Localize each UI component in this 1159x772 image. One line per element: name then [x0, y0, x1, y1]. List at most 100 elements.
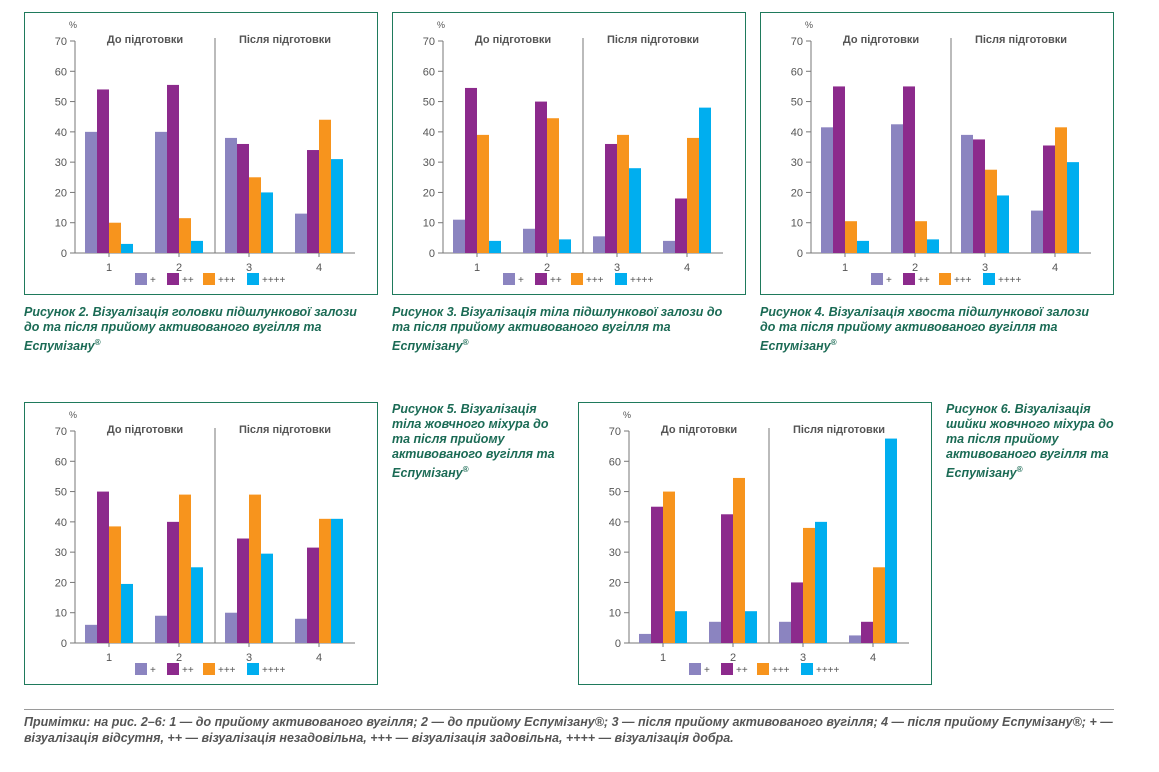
figure-2-panel: % 0 10 20 30 40 50 60 70 До підготовки Після підго…	[24, 12, 378, 295]
y-tick-label: 0	[615, 638, 621, 650]
y-tick-label: 70	[55, 426, 67, 438]
notes-label: Примітки:	[24, 715, 91, 729]
bar-4-series-1	[849, 635, 861, 643]
bar-2-series-1	[155, 615, 167, 643]
legend-label: +++	[772, 665, 790, 676]
bar-2-series-1	[891, 124, 903, 254]
x-tick-label: 4	[316, 262, 322, 274]
bar-3-series-4	[629, 168, 641, 253]
legend-label: +	[150, 665, 156, 676]
bar-4-series-4	[331, 518, 343, 643]
figure-4-chart: % 0 10 20 30 40 50 60 70 До підготовки Після підго…	[791, 20, 1091, 286]
y-tick-label: 0	[61, 638, 67, 650]
caption-reg: ®	[94, 338, 101, 347]
section-label-after: Після підготовки	[975, 34, 1067, 46]
caption-text: Візуалізація хвоста підшлункової залози …	[760, 305, 1089, 354]
legend-swatch	[135, 273, 147, 285]
bar-3-series-4	[261, 553, 273, 643]
legend-swatch	[203, 273, 215, 285]
figure-5-chart: % 0 10 20 30 40 50 60 70 До підготовки Після підго…	[55, 410, 355, 676]
legend-label: ++	[182, 665, 194, 676]
bar-1-series-4	[857, 240, 869, 253]
bar-2-series-4	[745, 611, 757, 643]
bar-3-series-4	[815, 521, 827, 643]
legend-swatch	[757, 663, 769, 675]
section-label-after: Після підготовки	[239, 34, 331, 46]
bar-2-series-3	[547, 118, 559, 253]
caption-text: Візуалізація головки підшлункової залози…	[24, 305, 357, 354]
bar-3-series-1	[779, 621, 791, 643]
legend-swatch	[247, 273, 259, 285]
section-label-after: Після підготовки	[239, 424, 331, 436]
y-tick-label: 50	[55, 97, 67, 109]
y-tick-label: 30	[423, 157, 435, 169]
x-tick-label: 1	[474, 262, 480, 274]
legend-label: +++	[218, 275, 236, 286]
notes: Примітки: на рис. 2–6: 1 — до прийому ак…	[24, 714, 1124, 746]
y-tick-label: 10	[609, 608, 621, 620]
y-tick-label: 70	[55, 36, 67, 48]
bar-1-series-4	[489, 240, 501, 253]
x-tick-label: 3	[614, 262, 620, 274]
figure-2-chart: % 0 10 20 30 40 50 60 70 До підготовки Після підго…	[55, 20, 355, 286]
y-tick-label: 50	[423, 97, 435, 109]
bar-2-series-4	[559, 239, 571, 253]
bar-4-series-4	[885, 438, 897, 643]
y-tick-label: 60	[791, 66, 803, 78]
bar-1-series-1	[453, 219, 465, 253]
bar-2-series-1	[523, 228, 535, 253]
section-label-before: До підготовки	[107, 424, 183, 436]
notes-divider	[24, 709, 1114, 710]
bar-1-series-1	[85, 131, 97, 253]
legend-swatch	[247, 663, 259, 675]
bar-4-series-3	[873, 567, 885, 643]
figure-6-caption: Рисунок 6. Візуалізація шийки жовчного м…	[946, 402, 1114, 481]
legend-label: +	[886, 275, 892, 286]
x-tick-label: 1	[106, 262, 112, 274]
x-tick-label: 4	[870, 652, 876, 664]
y-tick-label: 40	[609, 517, 621, 529]
section-label-after: Після підготовки	[793, 424, 885, 436]
legend-swatch	[689, 663, 701, 675]
figure-5-caption: Рисунок 5. Візуалізація тіла жовчного мі…	[392, 402, 557, 481]
legend-swatch	[535, 273, 547, 285]
bar-3-series-2	[237, 538, 249, 643]
y-tick-label: 30	[55, 547, 67, 559]
y-tick-label: 10	[55, 608, 67, 620]
x-tick-label: 3	[246, 652, 252, 664]
legend-swatch	[903, 273, 915, 285]
legend-label: ++++	[998, 275, 1022, 286]
bar-3-series-4	[261, 192, 273, 253]
bar-4-series-2	[307, 150, 319, 253]
bar-4-series-1	[663, 240, 675, 253]
bar-1-series-4	[121, 583, 133, 643]
legend-label: ++	[550, 275, 562, 286]
legend-swatch	[167, 663, 179, 675]
x-tick-label: 2	[912, 262, 918, 274]
bar-4-series-4	[331, 159, 343, 253]
caption-reg: ®	[1016, 465, 1023, 474]
bar-4-series-2	[675, 198, 687, 253]
legend-label: +++	[586, 275, 604, 286]
legend-label: ++++	[262, 275, 286, 286]
y-tick-label: 20	[55, 187, 67, 199]
y-tick-label: 20	[55, 577, 67, 589]
bar-4-series-1	[1031, 210, 1043, 253]
section-label-after: Після підготовки	[607, 34, 699, 46]
legend-label: +++	[218, 665, 236, 676]
y-tick-label: 60	[609, 456, 621, 468]
legend-label: +	[518, 275, 524, 286]
bar-1-series-3	[845, 221, 857, 253]
bar-3-series-2	[605, 143, 617, 253]
x-tick-label: 2	[730, 652, 736, 664]
x-tick-label: 1	[106, 652, 112, 664]
notes-text: на рис. 2–6: 1 — до прийому активованого…	[24, 715, 1113, 745]
y-tick-label: 70	[609, 426, 621, 438]
legend-label: ++	[736, 665, 748, 676]
bar-2-series-2	[167, 84, 179, 254]
figure-2-caption: Рисунок 2. Візуалізація головки підшлунк…	[24, 305, 364, 354]
x-tick-label: 1	[842, 262, 848, 274]
legend-label: ++++	[816, 665, 840, 676]
figure-3-panel: % 0 10 20 30 40 50 60 70 До підготовки Після підго…	[392, 12, 746, 295]
bar-4-series-3	[319, 119, 331, 253]
